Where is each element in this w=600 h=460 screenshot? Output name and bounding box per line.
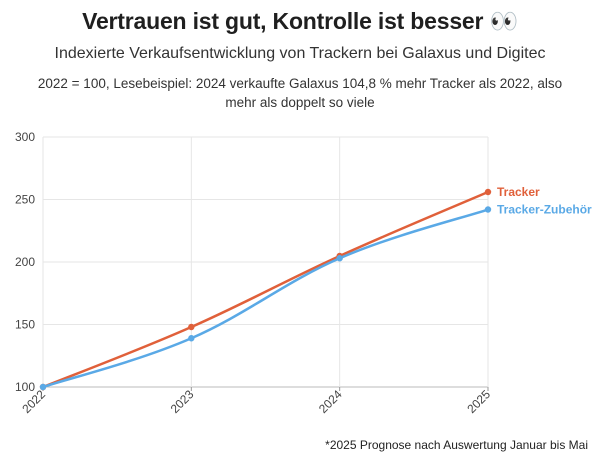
- footnote: *2025 Prognose nach Auswertung Januar bi…: [325, 438, 588, 452]
- series-line-tracker-zubehoer: [41, 208, 490, 389]
- data-point: [39, 383, 47, 391]
- chart-note: 2022 = 100, Lesebeispiel: 2024 verkaufte…: [37, 76, 563, 110]
- data-point: [188, 335, 195, 342]
- data-point: [336, 255, 343, 262]
- data-point: [484, 206, 492, 213]
- series-labels: Tracker Tracker-Zubehör: [497, 185, 592, 217]
- x-tick-label: 2023: [168, 387, 197, 416]
- gridlines: [42, 136, 489, 388]
- y-tick-label: 100: [15, 380, 35, 394]
- y-tick-label: 250: [15, 193, 35, 207]
- x-tick-label: 2024: [316, 387, 345, 416]
- series-lines: [39, 188, 492, 391]
- series-line-tracker: [41, 190, 490, 389]
- x-axis: 2022 2023 2024 2025: [19, 387, 493, 416]
- series-label: Tracker-Zubehör: [497, 203, 592, 217]
- y-tick-label: 300: [15, 130, 35, 144]
- chart-subtitle: Indexierte Verkaufsentwicklung von Track…: [54, 45, 546, 62]
- x-tick-label: 2025: [464, 387, 493, 416]
- chart-title: Vertrauen ist gut, Kontrolle ist besser …: [82, 8, 518, 34]
- data-point: [188, 323, 195, 331]
- data-point: [484, 188, 492, 196]
- y-tick-label: 150: [15, 318, 35, 332]
- y-tick-label: 200: [15, 255, 35, 269]
- series-label: Tracker: [497, 185, 540, 199]
- y-axis: 100 150 200 250 300: [15, 130, 35, 394]
